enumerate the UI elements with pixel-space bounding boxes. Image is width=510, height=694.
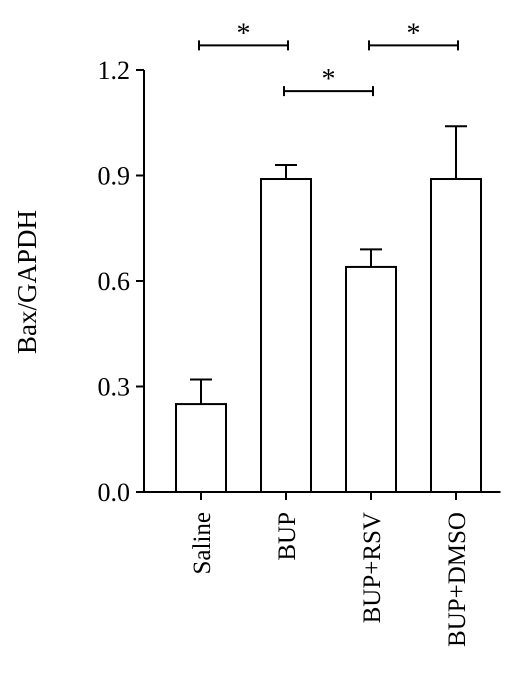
significance-brackets: * * *: [198, 18, 459, 97]
x-tick-label: Saline: [189, 512, 216, 575]
y-tick-label: 0.0: [98, 478, 131, 507]
significance-star: *: [237, 18, 251, 49]
x-tick-label: BUP+DMSO: [444, 512, 471, 647]
axes: 0.0 0.3 0.6 0.9 1.2 Saline BUP BUP+RSV BUP+DMSO: [98, 56, 501, 647]
bar-bup-dmso: [430, 178, 482, 493]
significance-star: *: [407, 18, 421, 49]
y-tick-label: 0.9: [98, 162, 131, 191]
x-tick-label: BUP+RSV: [359, 512, 386, 623]
significance-star: *: [322, 64, 336, 95]
bar-bup-rsv: [345, 265, 397, 493]
x-tick-label: BUP: [274, 512, 301, 561]
bar-saline: [175, 403, 227, 494]
error-bars: [190, 125, 467, 405]
y-tick-label: 0.6: [98, 267, 131, 296]
y-tick-label: 1.2: [98, 56, 131, 85]
bar-bup: [260, 178, 312, 493]
y-axis-label: Bax/GAPDH: [12, 210, 42, 354]
y-tick-label: 0.3: [98, 373, 131, 402]
bars: [175, 178, 482, 494]
